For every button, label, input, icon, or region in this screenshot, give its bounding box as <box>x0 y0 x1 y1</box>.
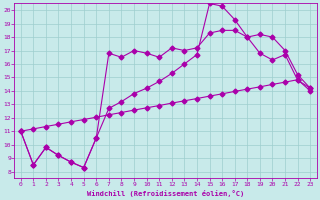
X-axis label: Windchill (Refroidissement éolien,°C): Windchill (Refroidissement éolien,°C) <box>87 190 244 197</box>
